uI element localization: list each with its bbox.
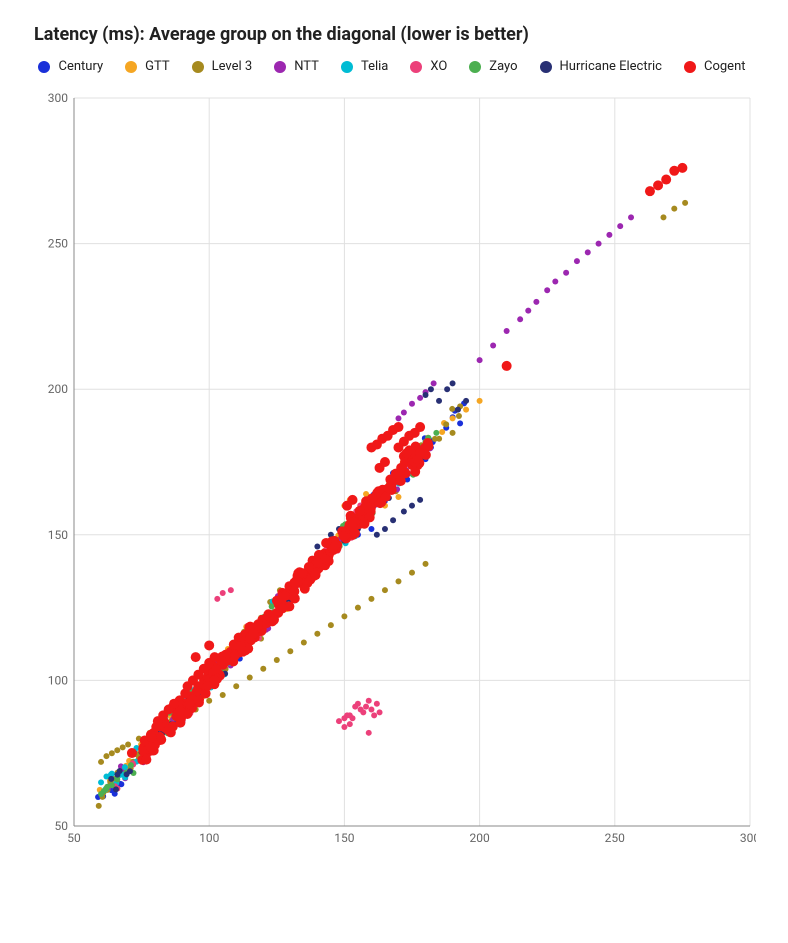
legend-color-dot — [38, 61, 50, 73]
legend-item[interactable]: XO — [410, 59, 447, 74]
svg-text:250: 250 — [48, 237, 68, 251]
svg-text:150: 150 — [334, 831, 354, 845]
legend-color-dot — [192, 61, 204, 73]
chart-title: Latency (ms): Average group on the diago… — [34, 24, 768, 45]
legend-label: XO — [430, 59, 447, 74]
legend-label: Telia — [361, 59, 388, 74]
legend-label: Hurricane Electric — [560, 59, 662, 74]
legend-color-dot — [125, 61, 137, 73]
svg-text:100: 100 — [199, 831, 219, 845]
legend-color-dot — [341, 61, 353, 73]
legend-label: GTT — [145, 59, 169, 74]
legend-label: Zayo — [489, 59, 517, 74]
svg-text:250: 250 — [605, 831, 625, 845]
svg-text:200: 200 — [48, 382, 68, 396]
svg-text:150: 150 — [48, 528, 68, 542]
svg-text:200: 200 — [469, 831, 489, 845]
legend-color-dot — [274, 61, 286, 73]
legend-label: NTT — [294, 59, 319, 74]
legend-item[interactable]: Level 3 — [192, 59, 253, 74]
legend-label: Cogent — [704, 59, 746, 74]
legend-color-dot — [684, 61, 696, 73]
svg-text:300: 300 — [48, 92, 68, 105]
svg-text:50: 50 — [55, 819, 69, 833]
legend-label: Level 3 — [212, 59, 253, 74]
legend-item[interactable]: NTT — [274, 59, 319, 74]
legend-label: Century — [58, 59, 103, 74]
legend-item[interactable]: Century — [38, 59, 103, 74]
svg-text:50: 50 — [67, 831, 81, 845]
svg-text:300: 300 — [740, 831, 756, 845]
legend-item[interactable]: Telia — [341, 59, 388, 74]
svg-text:100: 100 — [48, 673, 68, 687]
legend-item[interactable]: GTT — [125, 59, 169, 74]
legend: Century GTT Level 3 NTT Telia XO Zayo Hurricane… — [16, 59, 768, 74]
legend-item[interactable]: Hurricane Electric — [540, 59, 662, 74]
legend-item[interactable]: Cogent — [684, 59, 746, 74]
scatter-plot: 50 100 150 200 250 300 50 100 150 200 250 300 — [40, 92, 756, 852]
legend-color-dot — [410, 61, 422, 73]
legend-color-dot — [469, 61, 481, 73]
legend-item[interactable]: Zayo — [469, 59, 517, 74]
legend-color-dot — [540, 61, 552, 73]
